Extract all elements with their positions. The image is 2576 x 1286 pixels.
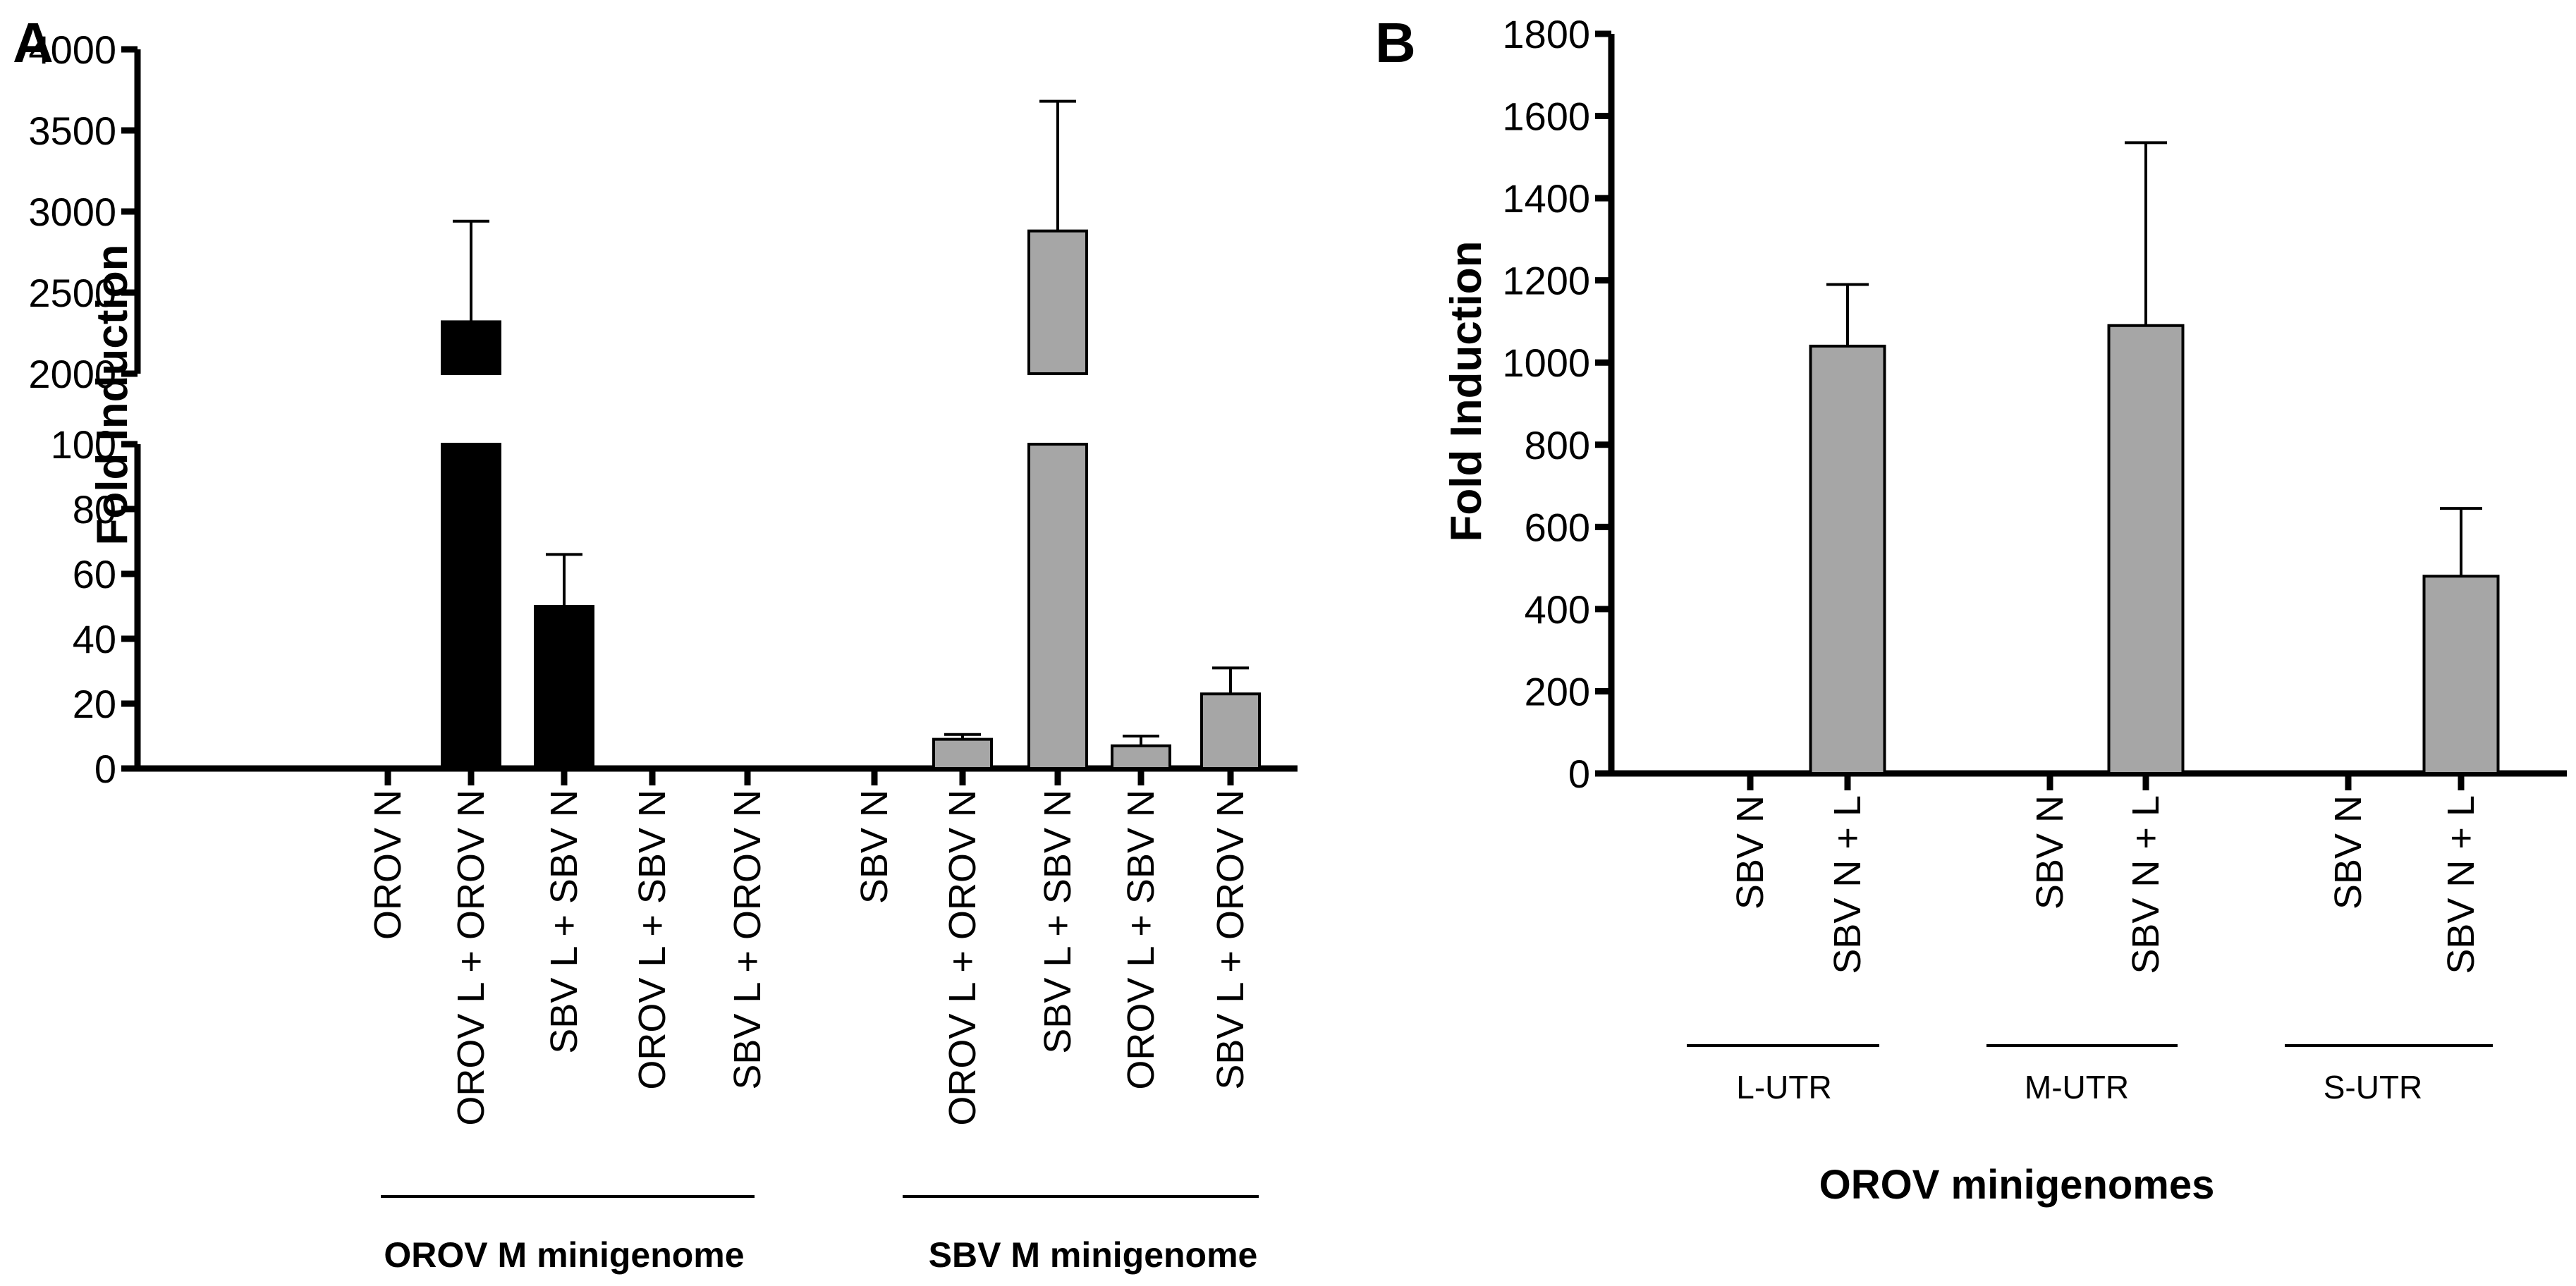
- panel-b-y-tick-label: 1600: [1502, 94, 1590, 139]
- panel-b-y-tick-label: 600: [1525, 505, 1590, 549]
- panel-a-bar: [534, 605, 594, 770]
- panel-b-y-tick-label: 0: [1568, 752, 1590, 796]
- panel-a-bar-lower-segment: [1027, 443, 1088, 770]
- panel-a-y-tick-label: 3000: [28, 190, 116, 234]
- panel-b-category-label: SBV N: [1729, 795, 1771, 910]
- panel-a-bar-upper-segment: [441, 320, 501, 375]
- panel-b-y-tick-label: 1800: [1502, 12, 1590, 56]
- panel-a-bar: [845, 766, 904, 769]
- panel-b-category-label: SBV N + L: [2125, 795, 2167, 974]
- panel-b-category-label: SBV N: [2029, 795, 2071, 910]
- panel-a-category-label: OROV L + SBV N: [1120, 790, 1162, 1090]
- panel-a-category-label: SBV L + SBV N: [543, 790, 585, 1054]
- panel-a-category-label: SBV N: [853, 790, 896, 904]
- panel-b-group-label-l-utr: L-UTR: [1736, 1069, 1831, 1106]
- panel-a-bar: [358, 766, 417, 769]
- panel-a-y-tick-label: 4000: [28, 27, 116, 72]
- panel-b-y-tick-label: 800: [1525, 423, 1590, 467]
- panel-a-bar: [1111, 744, 1171, 771]
- panel-b-category-label: SBV N + L: [1826, 795, 1869, 974]
- panel-a-y-tick-label: 20: [73, 682, 116, 726]
- panel-a-category-label: OROV L + SBV N: [631, 790, 673, 1090]
- panel-b-bar: [2422, 575, 2500, 775]
- panel-a-bar: [1200, 692, 1261, 771]
- panel-a-group-label-sbv: SBV M minigenome: [929, 1235, 1258, 1275]
- panel-a-y-tick-label: 80: [73, 487, 116, 532]
- panel-a-category-label: SBV L + OROV N: [726, 790, 769, 1090]
- panel-b-bar: [2107, 324, 2185, 775]
- panel-b-label: B: [1375, 11, 1416, 74]
- panel-b-y-tick-label: 1400: [1502, 176, 1590, 221]
- panel-b-y-tick-label: 200: [1525, 669, 1590, 714]
- panel-a-category-label: OROV N: [367, 790, 409, 940]
- panel-b-x-axis-title: OROV minigenomes: [1819, 1162, 2215, 1208]
- panel-a-y-tick-label: 0: [94, 747, 116, 791]
- panel-a-bar: [718, 766, 777, 769]
- panel-b-group-label-m-utr: M-UTR: [2025, 1069, 2129, 1106]
- panel-b-y-tick-label: 1200: [1502, 259, 1590, 303]
- panel-a-y-tick-label: 100: [51, 422, 116, 467]
- panel-a-group-label-orov: OROV M minigenome: [384, 1235, 744, 1275]
- panel-a-label: A: [13, 11, 54, 74]
- panel-b-category-label: SBV N: [2327, 795, 2369, 910]
- panel-a-bar: [623, 766, 682, 769]
- panel-a-category-label: SBV L + OROV N: [1209, 790, 1252, 1090]
- panel-a-y-tick-label: 3500: [28, 109, 116, 153]
- panel-a-y-tick-label: 40: [73, 617, 116, 661]
- panel-b-group-label-s-utr: S-UTR: [2324, 1069, 2423, 1106]
- panel-a-bar: [932, 737, 993, 770]
- panel-a-bar-lower-segment: [441, 443, 501, 770]
- panel-b-bar: [1809, 344, 1886, 775]
- panel-a-y-tick-label: 2000: [28, 352, 116, 396]
- panel-a-category-label: SBV L + SBV N: [1037, 790, 1079, 1054]
- panel-b-category-label: SBV N + L: [2440, 795, 2482, 974]
- panel-a-bar-upper-segment: [1027, 229, 1088, 375]
- panel-b-y-axis-label: Fold Induction: [1442, 240, 1491, 541]
- panel-b-y-tick-label: 400: [1525, 587, 1590, 632]
- panel-a-y-tick-label: 2500: [28, 271, 116, 315]
- panel-a-category-label: OROV L + OROV N: [450, 790, 492, 1126]
- panel-a-category-label: OROV L + OROV N: [941, 790, 984, 1126]
- panel-a-y-tick-label: 60: [73, 552, 116, 596]
- panel-b-y-tick-label: 1000: [1502, 341, 1590, 385]
